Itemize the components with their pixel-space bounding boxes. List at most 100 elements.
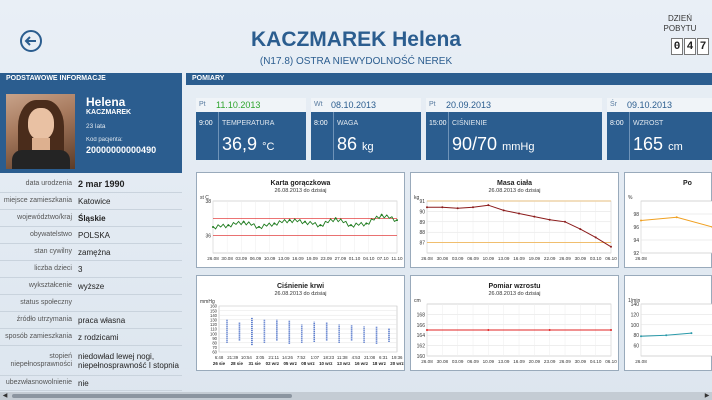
x-tick-label: 06.10 [605, 256, 617, 261]
x-tick-label: 26.08 [635, 256, 647, 261]
x-tick-label-time: 21:39 [227, 355, 239, 360]
data-point [579, 228, 582, 231]
measurement-day: Pt [199, 101, 206, 108]
patient-last-name: KACZMAREK [86, 109, 132, 116]
data-point [487, 204, 490, 207]
x-tick-label-date: 13 wrz [337, 361, 351, 366]
y-tick-label: 160 [417, 354, 426, 360]
x-tick-label: 16.09 [292, 256, 304, 261]
chart-title: Ciśnienie krwi [276, 283, 325, 290]
x-tick-label-date: 16 wrz [355, 361, 369, 366]
value-number: 165 [633, 134, 664, 154]
patient-code-label: Kod pacjenta: [86, 137, 123, 143]
x-tick-label: 23.09 [544, 359, 556, 364]
section-header-measurements: POMIARY [186, 73, 712, 85]
info-value: z rodzicami [78, 332, 119, 342]
info-row: data urodzenia 2 mar 1990 [0, 176, 182, 193]
chart-body-mass[interactable]: 87 88 89 90 91 kg 26.08 30.08 03.09 06.09 10.09 13.… [410, 172, 619, 268]
data-point [675, 216, 678, 219]
measurement-date: 11.10.2013 [216, 100, 261, 110]
x-tick-label-date: 08 wrz [301, 361, 315, 366]
day-digit: 4 [684, 38, 696, 55]
data-point [258, 226, 260, 228]
y-tick-label: 166 [417, 323, 426, 329]
value-unit: °C [262, 141, 275, 153]
y-axis-label: % [628, 195, 633, 201]
y-tick-label: 98 [633, 212, 639, 218]
patient-profile-card: Helena KACZMAREK 23 lata Kod pacjenta: 2… [0, 85, 182, 173]
x-tick-label-date: 26 sie [213, 361, 226, 366]
plot-area [212, 200, 398, 254]
chart-height[interactable]: 160 162 164 166 168 cm 26.08 30.08 03.09 06.09 10.… [410, 275, 619, 371]
chart-subtitle: 26.08.2013 do dzisiaj [488, 188, 541, 194]
x-tick-label: 06.09 [467, 256, 479, 261]
x-tick-label: 30.08 [437, 359, 449, 364]
scrollbar-thumb[interactable] [12, 394, 292, 398]
horizontal-scrollbar[interactable]: ◀ ▶ [0, 392, 712, 400]
measurement-card-height[interactable]: Śr 09.10.2013 8:00 WZROST 165 cm [607, 98, 712, 160]
x-tick-label: 20.09 [529, 359, 541, 364]
data-point [350, 224, 352, 227]
x-tick-label-date: 20 wrz [390, 361, 404, 366]
info-row: ubezwłasnowolnienie nie [0, 376, 182, 391]
back-button[interactable] [20, 30, 42, 52]
info-value: nie [78, 378, 89, 388]
scroll-left-icon[interactable]: ◀ [2, 393, 8, 399]
y-tick-label: 94 [633, 238, 639, 244]
measurement-value: 86 kg [337, 134, 374, 155]
measurement-card-temperature[interactable]: Pt 11.10.2013 9:00 TEMPERATURA 36,9 °C [196, 98, 306, 160]
measurement-card-weight[interactable]: Wt 08.10.2013 8:00 WAGA 86 kg [311, 98, 421, 160]
data-point [472, 206, 474, 209]
scroll-right-icon[interactable]: ▶ [704, 393, 710, 399]
x-tick-label-time: 7:52 [297, 355, 306, 360]
info-row: wykształcenie wyższe [0, 278, 182, 295]
measurement-time: 9:00 [199, 120, 213, 127]
info-value: 3 [78, 264, 83, 274]
patient-photo [6, 94, 75, 169]
x-tick-label: 23.09 [320, 256, 332, 261]
data-point [533, 215, 536, 218]
x-tick-label: 13.09 [498, 256, 510, 261]
chart-subtitle: 26.08.2013 do dzisiaj [274, 188, 327, 194]
y-tick-label: 140 [631, 302, 640, 308]
y-tick-label: 92 [633, 251, 639, 257]
data-point [640, 219, 642, 222]
x-tick-label: 26.09 [559, 256, 571, 261]
x-tick-label: 30.08 [221, 256, 233, 261]
info-value: POLSKA [78, 230, 111, 240]
x-tick-label: 06.09 [250, 256, 262, 261]
x-tick-label: 10.09 [483, 256, 495, 261]
y-tick-label: 168 [417, 312, 426, 318]
chart-blood-pressure[interactable]: 60 70 80 90 100 110 120 130 140 150 160 mmHg 6:48 21:… [196, 275, 405, 371]
info-value: Katowice [78, 196, 111, 206]
data-point [441, 206, 444, 209]
chart-title: Po [683, 180, 692, 187]
info-row: źródło utrzymania praca własna [0, 312, 182, 329]
chart-title: Karta gorączkowa [270, 180, 331, 187]
info-label: obywatelstwo [29, 231, 72, 238]
x-tick-label-date: 28 sie [231, 361, 244, 366]
info-label: sposób zamieszkania [5, 333, 72, 340]
value-unit: cm [668, 141, 683, 153]
measurement-value: 90/70 mmHg [452, 134, 534, 155]
arrow-left-icon [24, 36, 36, 46]
y-tick-label: 70 [212, 345, 217, 350]
measurement-card-blood-pressure[interactable]: Pt 20.09.2013 15:00 CIŚNIENIE 90/70 mmHg [426, 98, 602, 160]
y-tick-label: 60 [633, 344, 639, 350]
y-tick-label: 36 [205, 234, 211, 240]
x-tick-label: 03.09 [236, 256, 248, 261]
x-tick-label: 30.09 [575, 256, 587, 261]
x-tick-label: 26.09 [559, 359, 571, 364]
x-tick-label: 30.08 [437, 256, 449, 261]
y-tick-label: 160 [210, 304, 218, 309]
patient-code: 20000000000490 [86, 145, 157, 155]
data-point [426, 329, 428, 331]
measurement-day: Śr [610, 101, 617, 108]
chart-subtitle: 26.08.2013 do dzisiaj [488, 291, 541, 297]
x-tick-label: 03.09 [452, 359, 464, 364]
measurement-label: TEMPERATURA [222, 120, 275, 127]
